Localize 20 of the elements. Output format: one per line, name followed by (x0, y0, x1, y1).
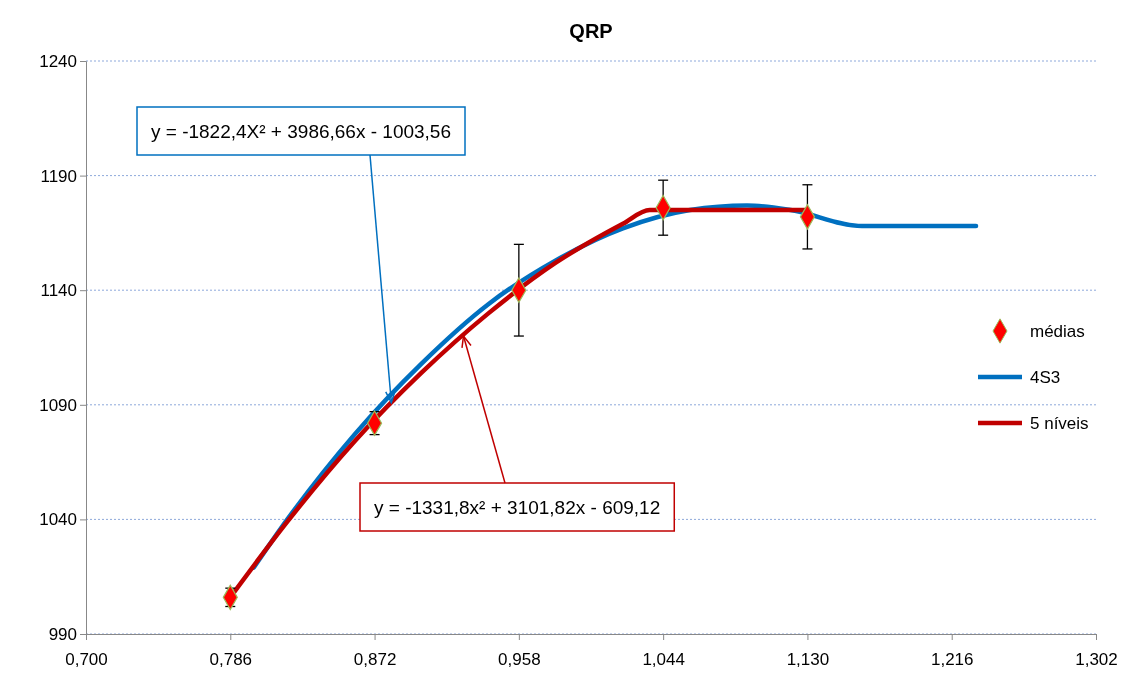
y-tick-label: 1090 (39, 395, 77, 415)
x-tick-label: 1,216 (930, 650, 974, 670)
x-tick-label: 0,958 (498, 650, 541, 670)
legend-label: 4S3 (1030, 368, 1061, 387)
y-tick-label: 990 (48, 624, 77, 644)
legend-label: 5 níveis (1030, 414, 1089, 433)
x-tick-label: 1,130 (786, 650, 830, 670)
x-tick-label: 1,044 (642, 650, 685, 670)
chart-title: QRP (569, 20, 613, 42)
y-tick-label: 1240 (39, 51, 77, 71)
x-tick-label: 0,786 (209, 650, 253, 670)
annotation: y = -1822,4X² + 3986,66x - 1003,56 (151, 121, 451, 142)
x-tick-label: 1,302 (1075, 650, 1118, 670)
annotation: y = -1331,8x² + 3101,82x - 609,12 (374, 497, 661, 518)
y-tick-label: 1040 (39, 510, 77, 530)
legend-label: médias (1030, 322, 1085, 341)
x-tick-label: 0,872 (353, 650, 397, 670)
y-tick-label: 1140 (40, 281, 77, 301)
x-tick-label: 0,700 (65, 650, 108, 670)
y-tick-label: 1190 (40, 166, 77, 186)
